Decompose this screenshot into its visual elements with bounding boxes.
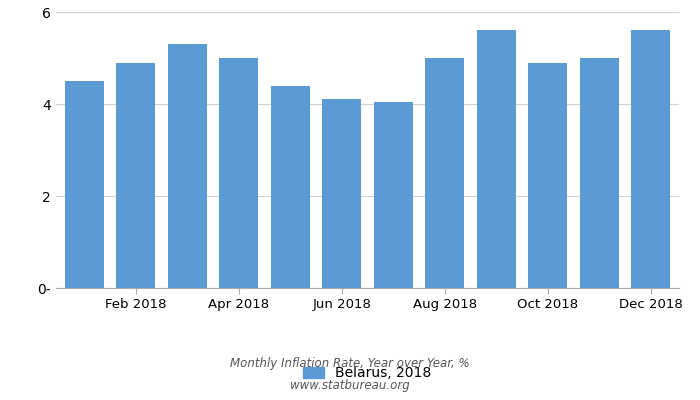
Text: Monthly Inflation Rate, Year over Year, %: Monthly Inflation Rate, Year over Year, … [230, 358, 470, 370]
Bar [220, 58, 258, 288]
Text: www.statbureau.org: www.statbureau.org [290, 380, 410, 392]
Bar [426, 58, 464, 288]
Bar [323, 99, 361, 288]
Bar [631, 30, 670, 288]
Bar [580, 58, 619, 288]
Bar [116, 62, 155, 288]
Bar [271, 86, 309, 288]
Bar [374, 102, 412, 288]
Bar [477, 30, 515, 288]
Bar [65, 81, 104, 288]
Bar [168, 44, 206, 288]
Legend: Belarus, 2018: Belarus, 2018 [298, 361, 438, 386]
Bar [528, 62, 567, 288]
